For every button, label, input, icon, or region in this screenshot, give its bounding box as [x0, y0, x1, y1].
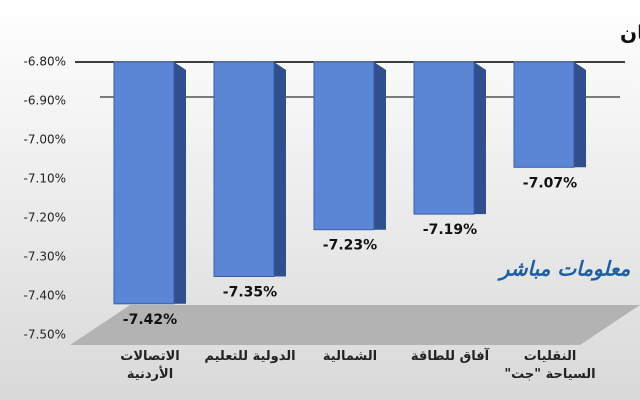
y-tick-label: -7.50%: [24, 328, 66, 342]
bar-side: [374, 62, 386, 230]
y-tick-label: -7.00%: [24, 133, 66, 147]
bar: [313, 61, 375, 231]
bar-side: [474, 62, 486, 215]
bar-side: [274, 62, 286, 277]
watermark: معلومات مباشر: [497, 257, 631, 282]
y-tick-label: -7.30%: [24, 250, 66, 264]
y-tick-label: -7.10%: [24, 172, 66, 186]
x-tick-label: آفاق للطاقة: [410, 349, 490, 364]
value-label: -7.07%: [523, 175, 577, 191]
y-tick-label: -7.40%: [24, 289, 66, 303]
value-label: -7.42%: [123, 312, 177, 328]
y-tick-label: -6.80%: [24, 55, 66, 69]
x-tick-label: الاتصالات الأردنية: [120, 349, 180, 382]
y-tick-label: -6.90%: [24, 94, 66, 108]
value-label: -7.23%: [323, 238, 377, 254]
chart-title: أكثر 5 أسهم متراجعة ببورصة عمّان: [620, 19, 640, 45]
bar: [213, 61, 275, 277]
bar-side: [574, 62, 586, 168]
value-label: -7.19%: [423, 222, 477, 238]
bar: [413, 61, 475, 215]
bar: [113, 61, 175, 305]
y-tick-label: -7.20%: [24, 211, 66, 225]
bar: [513, 61, 575, 168]
x-tick-label: الدولية للتعليم: [204, 349, 296, 364]
bar-side: [174, 62, 186, 304]
x-tick-label: الشمالية: [322, 349, 378, 364]
floor: [70, 305, 640, 345]
value-label: -7.35%: [223, 285, 277, 301]
x-tick-label: النقليات السياحة "جت": [504, 349, 596, 382]
